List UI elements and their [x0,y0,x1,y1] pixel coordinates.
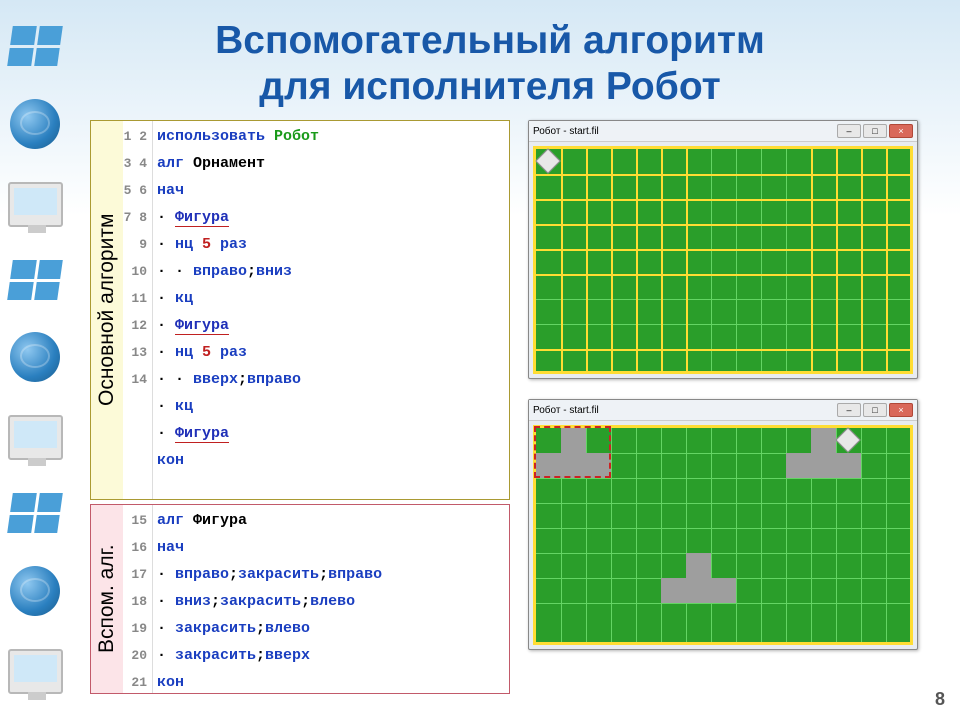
close-button[interactable]: × [889,124,913,138]
window-title: Робот - start.fil [533,405,599,416]
maximize-button[interactable]: □ [863,124,887,138]
robot-field-initial [533,146,913,374]
robot-window-initial: Робот - start.fil – □ × [528,120,918,379]
robot-field-result [533,425,913,645]
main-algorithm-label: Основной алгоритм [91,121,123,499]
globe-icon [10,566,60,616]
monitor-icon [8,415,63,460]
window-titlebar[interactable]: Робот - start.fil – □ × [529,400,917,421]
windows-icon [7,493,63,533]
window-title: Робот - start.fil [533,126,599,137]
auxiliary-algorithm-block: Вспом. алг. 15 16 17 18 19 20 21 алг Фиг… [90,504,510,694]
maximize-button[interactable]: □ [863,403,887,417]
slide-title: Вспомогательный алгоритмдля исполнителя … [0,0,960,120]
minimize-button[interactable]: – [837,124,861,138]
page-number: 8 [935,689,945,710]
auxiliary-algorithm-code: алг Фигура нач · вправо;закрасить;вправо… [153,505,509,693]
globe-icon [10,332,60,382]
main-algorithm-block: Основной алгоритм 1 2 3 4 5 6 7 8 9 10 1… [90,120,510,500]
background-decoration [0,0,70,720]
window-titlebar[interactable]: Робот - start.fil – □ × [529,121,917,142]
robot-window-result: Робот - start.fil – □ × [528,399,918,650]
monitor-icon [8,182,63,227]
close-button[interactable]: × [889,403,913,417]
auxiliary-algorithm-label: Вспом. алг. [91,505,123,693]
line-gutter: 1 2 3 4 5 6 7 8 9 10 11 12 13 14 [123,121,153,499]
windows-icon [7,260,63,300]
monitor-icon [8,649,63,694]
globe-icon [10,99,60,149]
line-gutter: 15 16 17 18 19 20 21 [123,505,153,693]
main-algorithm-code: использовать Робот алг Орнамент нач · Фи… [153,121,509,499]
minimize-button[interactable]: – [837,403,861,417]
windows-icon [7,26,63,66]
